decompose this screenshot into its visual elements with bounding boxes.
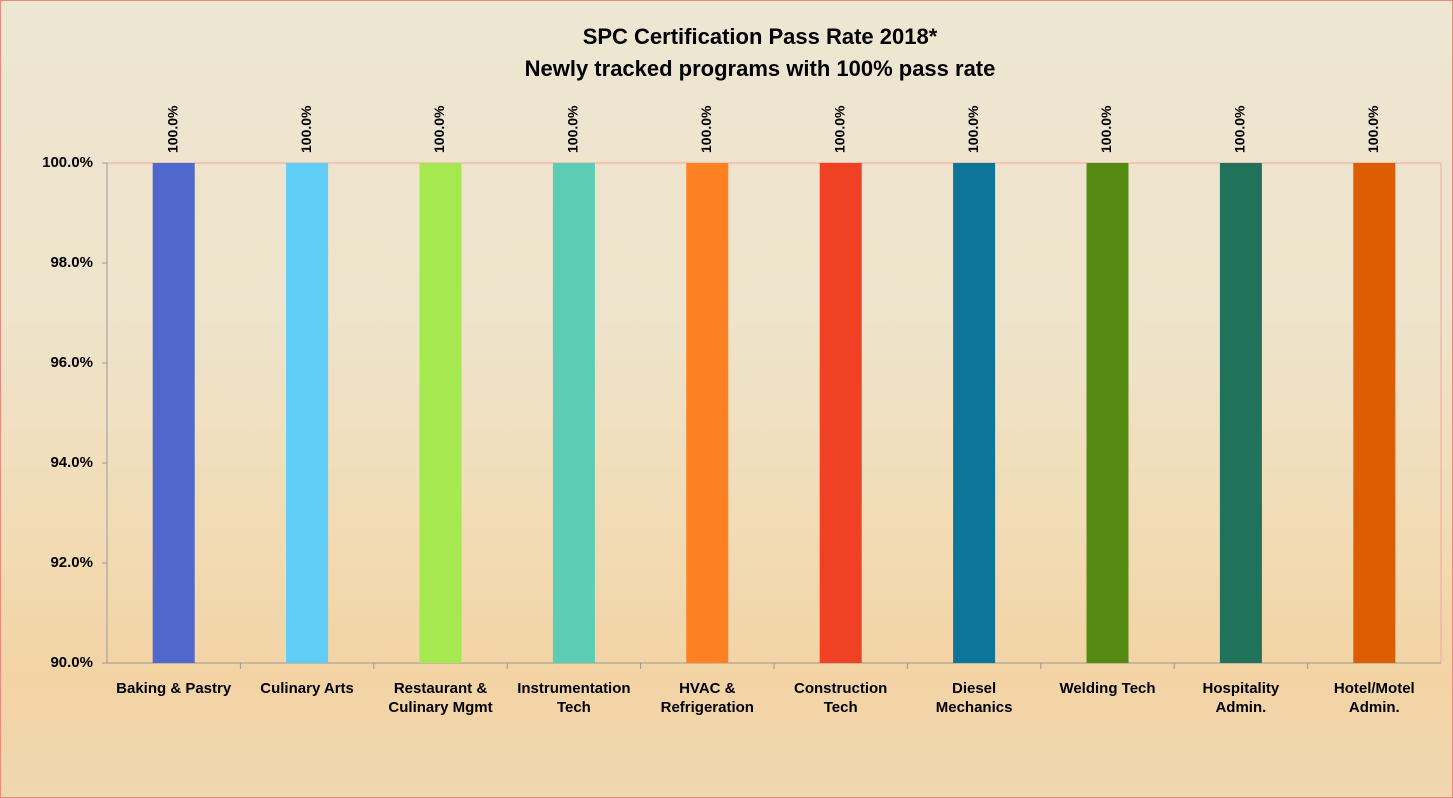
x-tick-label: Culinary Arts [241,679,373,698]
x-tick-label: Welding Tech [1042,679,1174,698]
bar [1220,163,1262,663]
x-tick-label: Restaurant & Culinary Mgmt [375,679,507,717]
value-label: 100.0% [698,105,714,153]
y-tick-label: 92.0% [50,554,93,571]
y-tick-label: 90.0% [50,654,93,671]
y-tick-label: 96.0% [50,354,93,371]
x-tick-label: Instrumentation Tech [508,679,640,717]
y-tick-label: 94.0% [50,454,93,471]
chart-title: SPC Certification Pass Rate 2018* [583,24,938,49]
bar [1087,163,1129,663]
x-tick-label: Hospitality Admin. [1175,679,1307,717]
value-label: 100.0% [565,105,581,153]
value-label: 100.0% [1365,105,1381,153]
bar [153,163,195,663]
bar [553,163,595,663]
chart-subtitle: Newly tracked programs with 100% pass ra… [525,56,996,81]
value-label: 100.0% [431,105,447,153]
value-label: 100.0% [1098,105,1114,153]
bar [686,163,728,663]
chart-page: SPC Certification Pass Rate 2018* Newly … [0,0,1453,798]
value-label: 100.0% [965,105,981,153]
value-label: 100.0% [831,105,847,153]
bar [820,163,862,663]
y-tick-label: 98.0% [50,254,93,271]
value-label: 100.0% [1232,105,1248,153]
x-tick-label: HVAC & Refrigeration [641,679,773,717]
x-tick-label: Hotel/Motel Admin. [1308,679,1440,717]
bar [953,163,995,663]
y-tick-label: 100.0% [42,154,93,171]
bar [286,163,328,663]
value-label: 100.0% [164,105,180,153]
bar [1353,163,1395,663]
bar [420,163,462,663]
x-tick-label: Construction Tech [775,679,907,717]
value-label: 100.0% [298,105,314,153]
x-tick-label: Diesel Mechanics [908,679,1040,717]
x-tick-label: Baking & Pastry [108,679,240,698]
